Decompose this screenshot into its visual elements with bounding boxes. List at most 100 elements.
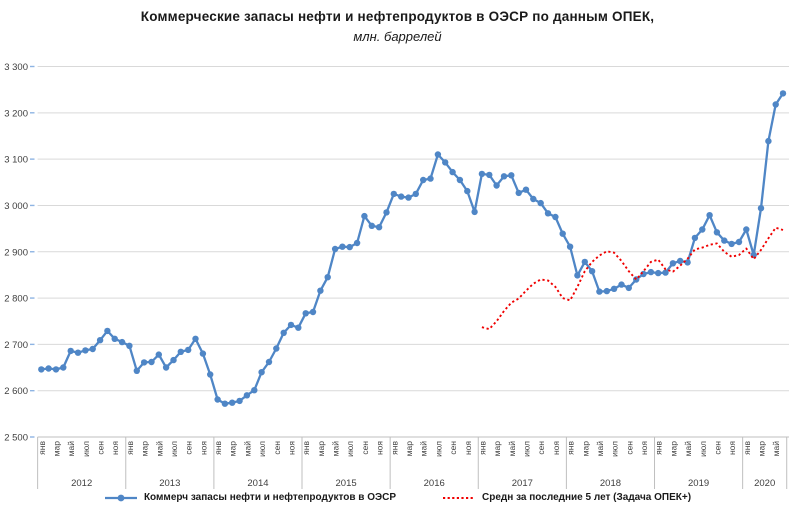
x-axis-month-label: июл <box>610 441 620 457</box>
stocks-series-marker <box>449 168 456 176</box>
stocks-series-marker <box>625 284 632 292</box>
stocks-series-marker <box>420 176 427 184</box>
x-axis-month-label: мар <box>316 441 326 457</box>
x-axis-month-label: май <box>242 441 252 457</box>
stocks-series-marker <box>67 347 74 355</box>
x-axis-month-label: мар <box>757 441 767 457</box>
stocks-series-marker <box>456 176 464 184</box>
stocks-series-marker <box>691 234 699 242</box>
legend-label-stocks: Коммерч запасы нефти и нефтепродуктов в … <box>143 492 397 503</box>
x-axis-month-label: сен <box>536 441 546 455</box>
stocks-series-marker <box>779 90 787 97</box>
y-axis-label: 3 200 <box>4 108 28 119</box>
stocks-series-marker <box>368 222 375 229</box>
x-axis-month-label: мар <box>404 441 414 457</box>
stocks-series-marker <box>706 212 713 219</box>
stocks-series-marker <box>317 287 324 294</box>
stocks-series-marker <box>177 348 184 355</box>
stocks-series-marker <box>464 187 471 195</box>
stocks-series-marker <box>185 346 192 354</box>
stocks-series-marker <box>544 210 552 217</box>
stocks-series-marker <box>38 366 45 373</box>
x-axis-year-label: 2016 <box>424 478 445 489</box>
x-axis-month-label: июл <box>345 441 355 457</box>
stocks-series-marker <box>508 172 515 179</box>
x-axis-month-label: сен <box>96 441 106 455</box>
x-axis-month-label: июл <box>169 441 179 457</box>
average-line-sample <box>443 496 476 499</box>
x-axis-month-label: ноя <box>286 441 296 455</box>
legend-item-stocks: Коммерч запасы нефти и нефтепродуктов в … <box>104 492 396 503</box>
stocks-series-marker <box>82 347 89 354</box>
stocks-series-marker <box>251 387 258 394</box>
stocks-series-marker <box>96 337 104 344</box>
x-axis-year-label: 2017 <box>512 478 533 489</box>
legend-item-average: Средн за последние 5 лет (Задача ОПЕК+) <box>442 492 691 503</box>
stocks-series-marker <box>669 260 677 267</box>
stocks-series-marker <box>537 199 544 207</box>
stocks-series-marker <box>192 335 199 342</box>
x-axis-month-label: июл <box>433 441 443 457</box>
stocks-series-marker <box>104 327 111 335</box>
stocks-series-marker <box>434 151 442 158</box>
x-axis-month-label: ноя <box>727 441 737 455</box>
stocks-series-marker <box>89 345 96 353</box>
stocks-series-marker <box>287 321 295 329</box>
y-axis-label: 2 500 <box>4 433 28 444</box>
stocks-series-marker <box>647 268 655 276</box>
x-axis-year-label: 2012 <box>71 478 92 489</box>
x-axis-month-label: янв <box>37 441 47 455</box>
stocks-series-marker <box>309 308 317 316</box>
x-axis-month-label: сен <box>624 441 634 455</box>
x-axis-month-label: ноя <box>110 441 120 455</box>
x-axis-month-label: ноя <box>551 441 561 455</box>
stocks-series-marker <box>74 349 82 356</box>
x-axis-month-label: июл <box>522 441 532 457</box>
x-axis-month-label: май <box>507 441 517 457</box>
x-axis-month-label: янв <box>125 441 135 455</box>
stocks-series-marker <box>427 175 434 182</box>
x-axis-year-label: 2020 <box>754 478 775 489</box>
stocks-series-marker <box>243 392 251 399</box>
x-axis-year-label: 2015 <box>336 478 357 489</box>
stocks-series-marker <box>353 239 361 247</box>
stocks-series-marker <box>265 358 273 366</box>
x-axis-month-label: янв <box>742 441 752 455</box>
stocks-series-marker <box>559 230 566 237</box>
x-axis-month-label: сен <box>448 441 458 455</box>
stocks-series-marker <box>199 350 207 357</box>
y-axis-label: 2 600 <box>4 386 28 397</box>
stocks-series-marker <box>500 173 508 180</box>
x-axis-month-label: ноя <box>463 441 473 455</box>
stocks-series-marker <box>743 226 750 233</box>
stocks-series-marker <box>273 345 280 352</box>
y-axis-label: 2 800 <box>4 294 28 305</box>
y-axis-label: 3 300 <box>4 62 28 73</box>
chart-subtitle: млн. баррелей <box>353 29 442 44</box>
stocks-series-marker <box>530 195 537 203</box>
stocks-series-marker <box>684 259 691 266</box>
stocks-series-marker <box>552 213 559 221</box>
y-axis-label: 2 900 <box>4 247 28 258</box>
stocks-series-marker <box>295 324 302 331</box>
stocks-series-marker <box>515 189 522 197</box>
stocks-series-marker <box>713 229 721 236</box>
stocks-series-marker <box>522 186 530 193</box>
x-axis-month-label: май <box>66 441 76 457</box>
stocks-series-marker <box>148 358 155 366</box>
stocks-series-marker <box>214 396 221 403</box>
x-axis-month-label: июл <box>81 441 91 457</box>
x-axis-month-label: янв <box>389 441 399 455</box>
y-axis-label: 3 000 <box>4 201 28 212</box>
stocks-series-marker <box>126 342 133 349</box>
stocks-series-marker <box>728 240 735 248</box>
x-axis-month-label: сен <box>272 441 282 455</box>
x-axis-month-label: янв <box>654 441 664 455</box>
x-axis-month-label: июл <box>698 441 708 457</box>
x-axis-year-label: 2018 <box>600 478 621 489</box>
x-axis-month-label: янв <box>301 441 311 455</box>
stocks-series-marker <box>486 171 493 179</box>
stocks-series-marker <box>280 329 287 336</box>
